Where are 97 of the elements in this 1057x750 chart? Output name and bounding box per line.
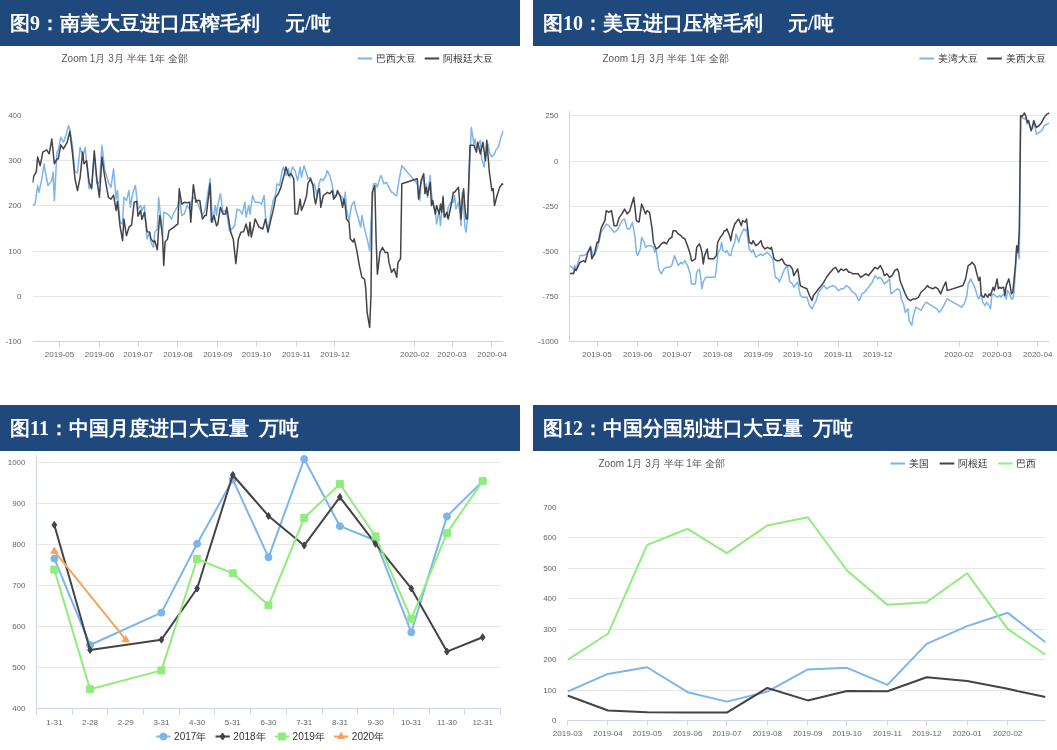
y-tick-label: 0 — [17, 291, 23, 301]
x-tick-label: 2019-10 — [241, 349, 272, 359]
x-tick-label: 2020-04 — [477, 349, 508, 359]
y-tick-label: 900 — [12, 499, 27, 509]
y-tick-label: 400 — [543, 594, 558, 604]
y-tick-label: -500 — [542, 246, 560, 256]
legend-label: 2017年 — [174, 731, 207, 742]
legend-label: 阿根廷大豆 — [442, 53, 493, 64]
x-tick-label: 4-30 — [189, 717, 206, 727]
line-series — [567, 611, 1046, 703]
chart-title: 图9：南美大豆进口压榨毛利 元/吨 — [10, 12, 331, 34]
y-tick-label: 300 — [543, 624, 558, 634]
x-tick-label: 2019-09 — [793, 728, 824, 738]
x-tick-label: 2019-08 — [703, 349, 733, 359]
x-tick-label: 5-31 — [224, 717, 242, 727]
x-tick-label: 2019-10 — [783, 349, 813, 359]
x-tick-label: 2020-02 — [992, 728, 1023, 738]
y-tick-label: 300 — [8, 156, 23, 166]
line-series — [32, 130, 504, 329]
x-tick-label: 2020-02 — [944, 349, 975, 359]
y-tick-label: 800 — [12, 540, 27, 550]
chart-title: 图11：中国月度进口大豆量 万吨 — [10, 417, 299, 439]
x-tick-label: 2019-07 — [662, 349, 693, 359]
legend-label: 2020年 — [351, 731, 385, 742]
legend-label: 2019年 — [292, 731, 325, 742]
x-tick-label: 2020-03 — [982, 349, 1013, 359]
x-tick-label: 2020-02 — [400, 349, 430, 359]
x-tick-label: 7-31 — [296, 717, 313, 727]
x-tick-label: 12-31 — [472, 717, 494, 727]
y-tick-label: -1000 — [538, 337, 560, 346]
x-tick-label: 2019-09 — [743, 349, 774, 359]
y-tick-label: 600 — [12, 622, 27, 632]
text: Zoom 1月 3月 半年 1年 全部 — [61, 53, 188, 64]
legend-label: 阿根廷 — [957, 458, 988, 469]
x-tick-label: 2019-12 — [911, 728, 942, 738]
line-series — [567, 676, 1046, 714]
x-tick-label: 2019-07 — [123, 349, 154, 359]
x-tick-label: 2019-07 — [712, 728, 743, 738]
legend-label: 美湾大豆 — [937, 53, 978, 64]
x-tick-label: 3-31 — [153, 717, 170, 727]
x-tick-label: 2020-04 — [1023, 349, 1053, 359]
x-tick-label: 2019-11 — [873, 728, 903, 738]
text: Zoom 1月 3月 半年 1年 全部 — [602, 53, 729, 64]
x-tick-label: 2019-03 — [552, 728, 583, 738]
y-tick-label: 400 — [12, 704, 27, 713]
x-tick-label: 2019-12 — [863, 349, 893, 359]
x-tick-label: 2019-05 — [582, 349, 613, 359]
x-tick-label: 2019-08 — [163, 349, 194, 359]
x-tick-label: 2-28 — [82, 717, 99, 727]
x-tick-label: 10-31 — [401, 717, 423, 727]
line-series — [567, 516, 1046, 661]
legend-label: 2018年 — [233, 731, 266, 742]
y-tick-label: 200 — [8, 201, 23, 211]
x-tick-label: 2019-05 — [632, 728, 663, 738]
text: Zoom 1月 3月 半年 1年 全部 — [598, 458, 725, 469]
chart-title: 图12：中国分国别进口大豆量 万吨 — [543, 417, 853, 439]
chart-title: 图10：美豆进口压榨毛利 元/吨 — [543, 12, 834, 34]
x-tick-label: 9-30 — [367, 717, 385, 727]
x-tick-label: 2019-11 — [281, 349, 312, 359]
line-series — [32, 124, 504, 252]
legend-label: 美国 — [908, 458, 929, 469]
x-tick-label: 2020-03 — [437, 349, 468, 359]
y-tick-label: -250 — [542, 201, 560, 211]
x-tick-label: 2-29 — [117, 717, 135, 727]
x-tick-label: 2019-06 — [672, 728, 703, 738]
y-tick-label: -750 — [542, 291, 560, 301]
x-tick-label: 2019-10 — [832, 728, 863, 738]
x-tick-label: 2019-05 — [44, 349, 75, 359]
x-tick-label: 2019-08 — [752, 728, 783, 738]
x-tick-label: 1-31 — [46, 717, 63, 727]
y-tick-label: 1000 — [7, 458, 27, 468]
y-tick-label: 500 — [543, 563, 558, 573]
y-tick-label: 700 — [12, 581, 27, 591]
y-tick-label: 100 — [8, 246, 23, 256]
x-tick-label: 2019-06 — [623, 349, 653, 359]
y-tick-label: 500 — [12, 663, 27, 673]
x-tick-label: 2019-09 — [203, 349, 234, 359]
y-tick-label: 0 — [552, 716, 558, 725]
x-tick-label: 2019-04 — [593, 728, 624, 738]
legend-label: 巴西大豆 — [375, 53, 416, 64]
y-tick-label: 200 — [543, 655, 558, 665]
x-tick-label: 2019-06 — [84, 349, 115, 359]
y-tick-label: 600 — [543, 533, 558, 543]
x-tick-label: 6-30 — [260, 717, 278, 727]
y-tick-label: 250 — [545, 111, 560, 121]
y-tick-label: 700 — [543, 503, 558, 512]
x-tick-label: 2019-11 — [823, 349, 854, 359]
y-tick-label: 100 — [543, 685, 558, 695]
y-tick-label: 400 — [8, 111, 23, 120]
y-tick-label: 0 — [554, 156, 560, 166]
x-tick-label: 2019-12 — [320, 349, 351, 359]
y-tick-label: -100 — [5, 337, 23, 346]
legend-label: 巴西 — [1016, 458, 1037, 469]
x-tick-label: 2020-01 — [952, 728, 983, 738]
x-tick-label: 11-30 — [437, 717, 458, 727]
legend-label: 美西大豆 — [1005, 53, 1046, 64]
x-tick-label: 8-31 — [331, 717, 349, 727]
